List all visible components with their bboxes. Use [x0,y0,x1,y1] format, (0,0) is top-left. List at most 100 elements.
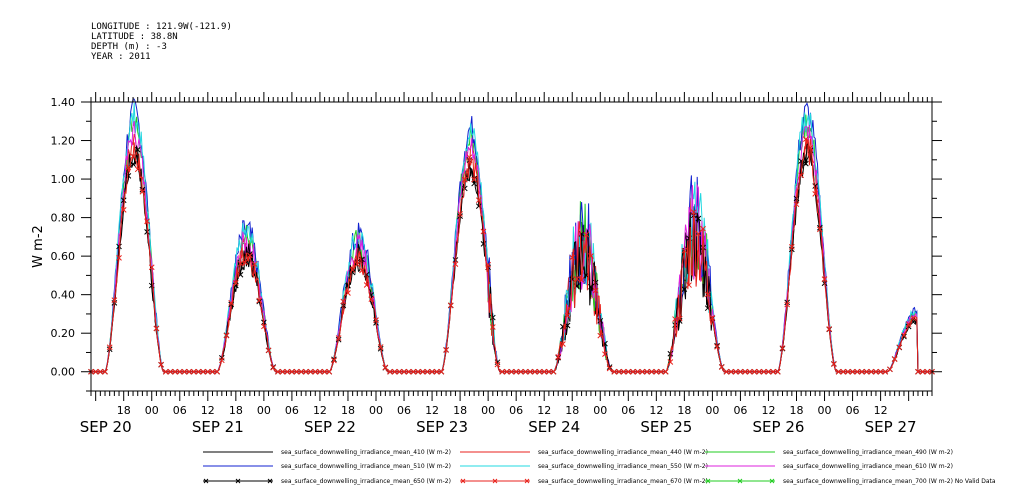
series-marker-7 [840,368,847,375]
series-marker-7 [625,368,632,375]
x-tick-label: 06 [173,404,187,417]
series-marker-7 [910,315,917,322]
series-marker-7 [452,261,459,268]
series-marker-7 [873,368,879,375]
series-marker-7 [503,368,510,375]
date-label: SEP 25 [640,418,692,436]
series-marker-7 [172,368,178,375]
series-marker-7 [751,368,758,375]
series-marker-7 [218,357,225,364]
series-marker-7 [251,261,258,267]
series-marker-7 [102,368,108,375]
series-marker-7 [158,361,164,368]
series-marker-6 [144,229,150,235]
series-marker-7 [905,321,912,328]
date-label: SEP 23 [416,418,468,436]
series-marker-7 [284,368,291,375]
series-marker-7 [887,366,893,373]
series-marker-7 [485,261,491,268]
series-marker-7 [438,368,445,375]
series-marker-6 [588,283,594,290]
series-marker-7 [901,332,907,339]
latitude-label: LATITUDE : 38.8N [91,32,178,42]
x-tick-label: 12 [313,404,327,417]
series-marker-7 [410,368,417,375]
series-marker-7 [144,218,150,225]
y-tick-label: 0.60 [51,250,76,263]
date-label: SEP 26 [753,418,805,436]
series-marker-7 [812,191,819,197]
series-marker-7 [373,317,379,323]
series-marker-7 [396,368,403,375]
series-marker-7 [863,368,870,375]
legend-label: sea_surface_downwelling_irradiance_mean_… [783,463,953,470]
series-marker-6 [681,286,688,292]
series-marker-7 [382,364,389,371]
series-marker-7 [186,368,192,375]
series-marker-7 [760,368,767,375]
legend-marker [524,478,530,484]
series-marker-7 [148,264,155,271]
legend-label: sea_surface_downwelling_irradiance_mean_… [538,463,708,470]
series-marker-7 [475,197,482,204]
series-marker-7 [723,368,730,375]
x-tick-label: 00 [481,404,495,417]
series-marker-7 [513,368,520,375]
series-marker-7 [574,276,580,282]
series-marker-7 [345,290,351,296]
series-marker-7 [891,356,898,363]
series-marker-7 [457,211,463,217]
x-tick-label: 12 [874,404,888,417]
series-marker-7 [190,368,197,375]
x-tick-label: 06 [846,404,860,417]
series-marker-7 [896,344,903,351]
series-marker-7 [742,368,748,375]
series-marker-7 [508,368,515,375]
series-marker-7 [602,351,608,357]
series-marker-7 [517,368,524,375]
series-marker-7 [817,226,823,233]
series-marker-7 [756,368,762,375]
series-marker-7 [433,368,440,375]
y-tick-label: 0.20 [51,327,76,340]
series-marker-7 [242,259,249,266]
series-marker-7 [835,368,842,375]
y-tick-label: 0.80 [51,212,76,225]
y-tick-label: 1.00 [51,173,76,186]
y-tick-label: 0.00 [51,366,76,379]
series-marker-7 [536,368,543,375]
series-marker-7 [527,368,534,375]
series-marker-7 [232,280,239,286]
series-marker-7 [868,368,875,375]
y-tick-label: 0.40 [51,289,76,302]
x-tick-label: 18 [565,404,579,417]
legend-marker [769,478,775,484]
legend-marker [492,478,498,484]
series-marker-7 [709,315,716,321]
x-tick-label: 12 [537,404,551,417]
series-marker-7 [494,361,501,368]
series-marker-6 [461,185,468,192]
series-marker-7 [387,368,393,375]
series-marker-7 [560,341,566,347]
series-marker-7 [877,368,884,375]
series-marker-7 [247,252,253,259]
series-marker-7 [130,153,136,160]
depth-label: DEPTH (m) : -3 [91,42,167,52]
series-marker-7 [354,261,361,268]
series-marker-7 [639,368,646,375]
series-marker-7 [546,368,552,375]
x-tick-label: 00 [257,404,271,417]
legend-label: sea_surface_downwelling_irradiance_mean_… [538,449,708,456]
date-label: SEP 27 [865,418,917,436]
series-marker-7 [120,207,127,213]
series-marker-7 [569,254,576,261]
series-marker-7 [480,228,487,235]
series-marker-7 [223,332,230,339]
series-marker-7 [770,368,776,375]
series-marker-7 [335,335,342,341]
series-marker-7 [746,368,753,375]
series-marker-6 [120,197,127,204]
series-marker-7 [695,230,702,237]
